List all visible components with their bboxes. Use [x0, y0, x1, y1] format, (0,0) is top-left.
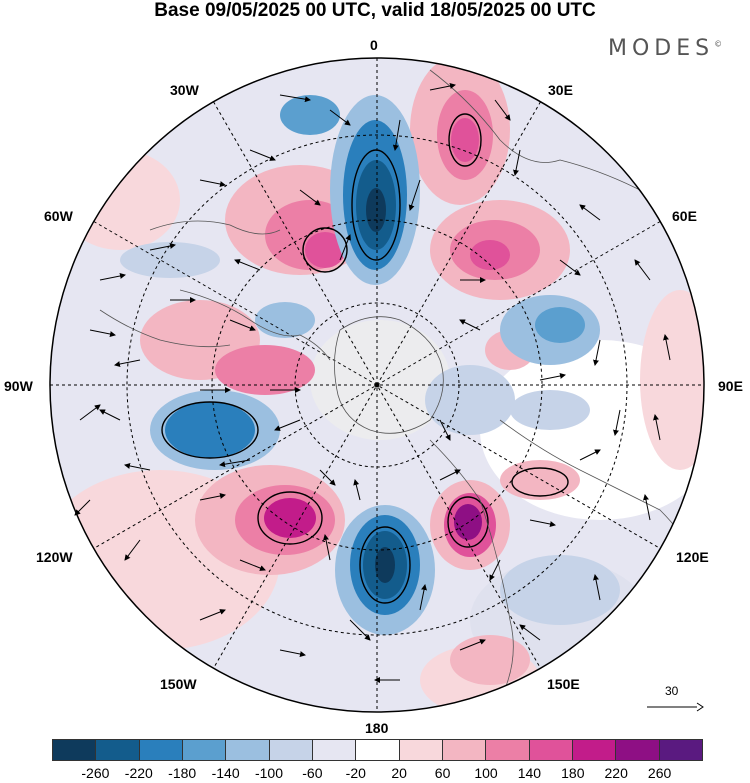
- colorbar-cell: [181, 740, 226, 760]
- colorbar-tick-label: -140: [211, 765, 240, 781]
- lon-label-90w: 90W: [4, 378, 33, 394]
- colorbar-tick-label: 60: [434, 765, 451, 781]
- colorbar-tick-label: 260: [647, 765, 672, 781]
- colorbar-cell: [441, 740, 486, 760]
- lon-label-120e: 120E: [676, 549, 709, 565]
- lon-label-60e: 60E: [672, 208, 697, 224]
- colorbar-cell: [225, 740, 269, 760]
- colorbar-labels: -260 -220 -180 -140 -100 -60 -20 20 60 100 140 180 2…: [52, 765, 703, 781]
- colorbar-tick-label: 180: [561, 765, 585, 781]
- anomaly-field: [50, 58, 704, 712]
- colorbar-cell: [95, 740, 139, 760]
- lon-label-150e: 150E: [547, 676, 580, 692]
- brand-text: MODES: [608, 36, 715, 61]
- colorbar-tick-label: -180: [168, 765, 197, 781]
- copyright-mark: ©: [714, 39, 723, 49]
- lon-label-150w: 150W: [160, 676, 197, 692]
- colorbar-tick-label: -20: [345, 765, 366, 781]
- colorbar-cell: [485, 740, 529, 760]
- lon-label-30e: 30E: [548, 82, 573, 98]
- colorbar-tick-label: 20: [391, 765, 407, 781]
- colorbar-tick-label: 220: [604, 765, 628, 781]
- colorbar-tick-label: -60: [302, 765, 323, 781]
- colorbar-tick-label: 100: [474, 765, 498, 781]
- colorbar-tick-label: -100: [254, 765, 284, 781]
- contour-lines: [161, 113, 569, 604]
- colorbar-cell: [311, 740, 356, 760]
- colorbar-cell: [615, 740, 659, 760]
- colorbar-cell: [138, 740, 182, 760]
- colorbar-cell: [53, 740, 96, 760]
- reference-vector-arrow: [647, 702, 704, 712]
- colorbar-tick-label: 140: [517, 765, 542, 781]
- colorbar-cell: [355, 740, 399, 760]
- wind-vectors: [74, 83, 671, 683]
- colorbar-tick-label: -260: [81, 765, 110, 781]
- colorbar-cell: [528, 740, 572, 760]
- north-pole-marker: [374, 382, 380, 388]
- brand-logo: MODES©: [608, 36, 722, 61]
- negative-anomaly-cells: [120, 95, 620, 635]
- lon-label-90e: 90E: [718, 378, 743, 394]
- colorbar-tick-label: -220: [124, 765, 153, 781]
- colorbar: [52, 739, 703, 761]
- map-boundary: [49, 57, 705, 713]
- reference-vector-label: 30: [665, 684, 679, 698]
- colorbar-cell: [658, 740, 702, 760]
- map-title: Base 09/05/2025 00 UTC, valid 18/05/2025…: [154, 0, 596, 21]
- lon-label-0: 0: [370, 37, 378, 53]
- lon-label-180: 180: [365, 720, 389, 736]
- colorbar-cell: [268, 740, 312, 760]
- positive-anomaly-cells: [140, 58, 580, 685]
- colorbar-cell: [571, 740, 616, 760]
- lon-label-30w: 30W: [170, 82, 199, 98]
- lon-label-120w: 120W: [36, 549, 73, 565]
- lon-label-60w: 60W: [44, 208, 73, 224]
- colorbar-cell: [398, 740, 442, 760]
